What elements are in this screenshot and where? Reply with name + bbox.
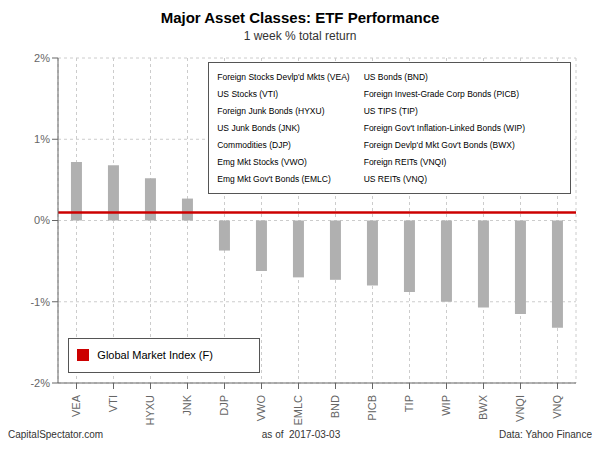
html-text:Commodities (DJP): Commodities (DJP)	[217, 139, 291, 150]
html-text:US TIPS (TIP): US TIPS (TIP)	[363, 105, 418, 116]
svg-text:2%: 2%	[34, 52, 50, 64]
svg-text:VWO: VWO	[255, 395, 267, 422]
html-text:Foreign Devlp'd Mkt Gov't Bond: Foreign Devlp'd Mkt Gov't Bonds (BWX)	[363, 139, 515, 150]
html-text:US Bonds (BND): US Bonds (BND)	[363, 71, 428, 82]
html-text:US Junk Bonds (JNK): US Junk Bonds (JNK)	[217, 122, 300, 133]
html-text:US Stocks (VTI): US Stocks (VTI)	[217, 88, 279, 99]
html-text:CapitalSpectator.com: CapitalSpectator.com	[8, 429, 104, 440]
svg-text:JNK: JNK	[181, 394, 193, 415]
html-text:as of 2017-03-03: as of 2017-03-03	[261, 429, 341, 440]
html-text:Major Asset Classes: ETF Perfo: Major Asset Classes: ETF Performance	[160, 9, 440, 26]
svg-text:PICB: PICB	[366, 395, 378, 421]
svg-text:BWX: BWX	[477, 394, 489, 420]
svg-text:VTI: VTI	[107, 395, 119, 412]
html-text:Emg Mkt Gov't Bonds (EMLC): Emg Mkt Gov't Bonds (EMLC)	[217, 173, 331, 184]
svg-text:EMLC: EMLC	[292, 395, 304, 426]
svg-text:BND: BND	[329, 395, 341, 418]
svg-text:-1%: -1%	[30, 296, 50, 308]
svg-text:HYXU: HYXU	[144, 395, 156, 426]
html-text:Data: Yahoo Finance: Data: Yahoo Finance	[499, 429, 592, 440]
svg-text:TIP: TIP	[403, 395, 415, 412]
html-text:US REITs (VNQ): US REITs (VNQ)	[363, 173, 427, 184]
svg-text:0%: 0%	[34, 214, 50, 226]
svg-text:DJP: DJP	[218, 395, 230, 416]
html-text:Foreign Junk Bonds (HYXU): Foreign Junk Bonds (HYXU)	[217, 105, 325, 116]
svg-text:VEA: VEA	[70, 394, 82, 417]
html-text:Foreign Invest-Grade Corp Bond: Foreign Invest-Grade Corp Bonds (PICB)	[363, 88, 520, 99]
html-text:Global Market Index (F): Global Market Index (F)	[97, 349, 213, 362]
svg-text:WIP: WIP	[440, 395, 452, 416]
svg-text:1%: 1%	[34, 133, 50, 145]
svg-text:VNQ: VNQ	[551, 395, 563, 419]
html-text:1 week % total return: 1 week % total return	[243, 29, 357, 43]
svg-text:VNQI: VNQI	[514, 395, 526, 422]
html-text:Foreign Stocks Devlp'd Mkts (V: Foreign Stocks Devlp'd Mkts (VEA)	[217, 71, 350, 82]
html-text:Emg Mkt Stocks (VWO): Emg Mkt Stocks (VWO)	[217, 156, 307, 167]
html-text:Foreign Gov't Inflation-Linked: Foreign Gov't Inflation-Linked Bonds (WI…	[363, 122, 525, 133]
html-text:Foreign REITs (VNQI): Foreign REITs (VNQI)	[363, 156, 447, 167]
svg-text:-2%: -2%	[30, 377, 50, 389]
